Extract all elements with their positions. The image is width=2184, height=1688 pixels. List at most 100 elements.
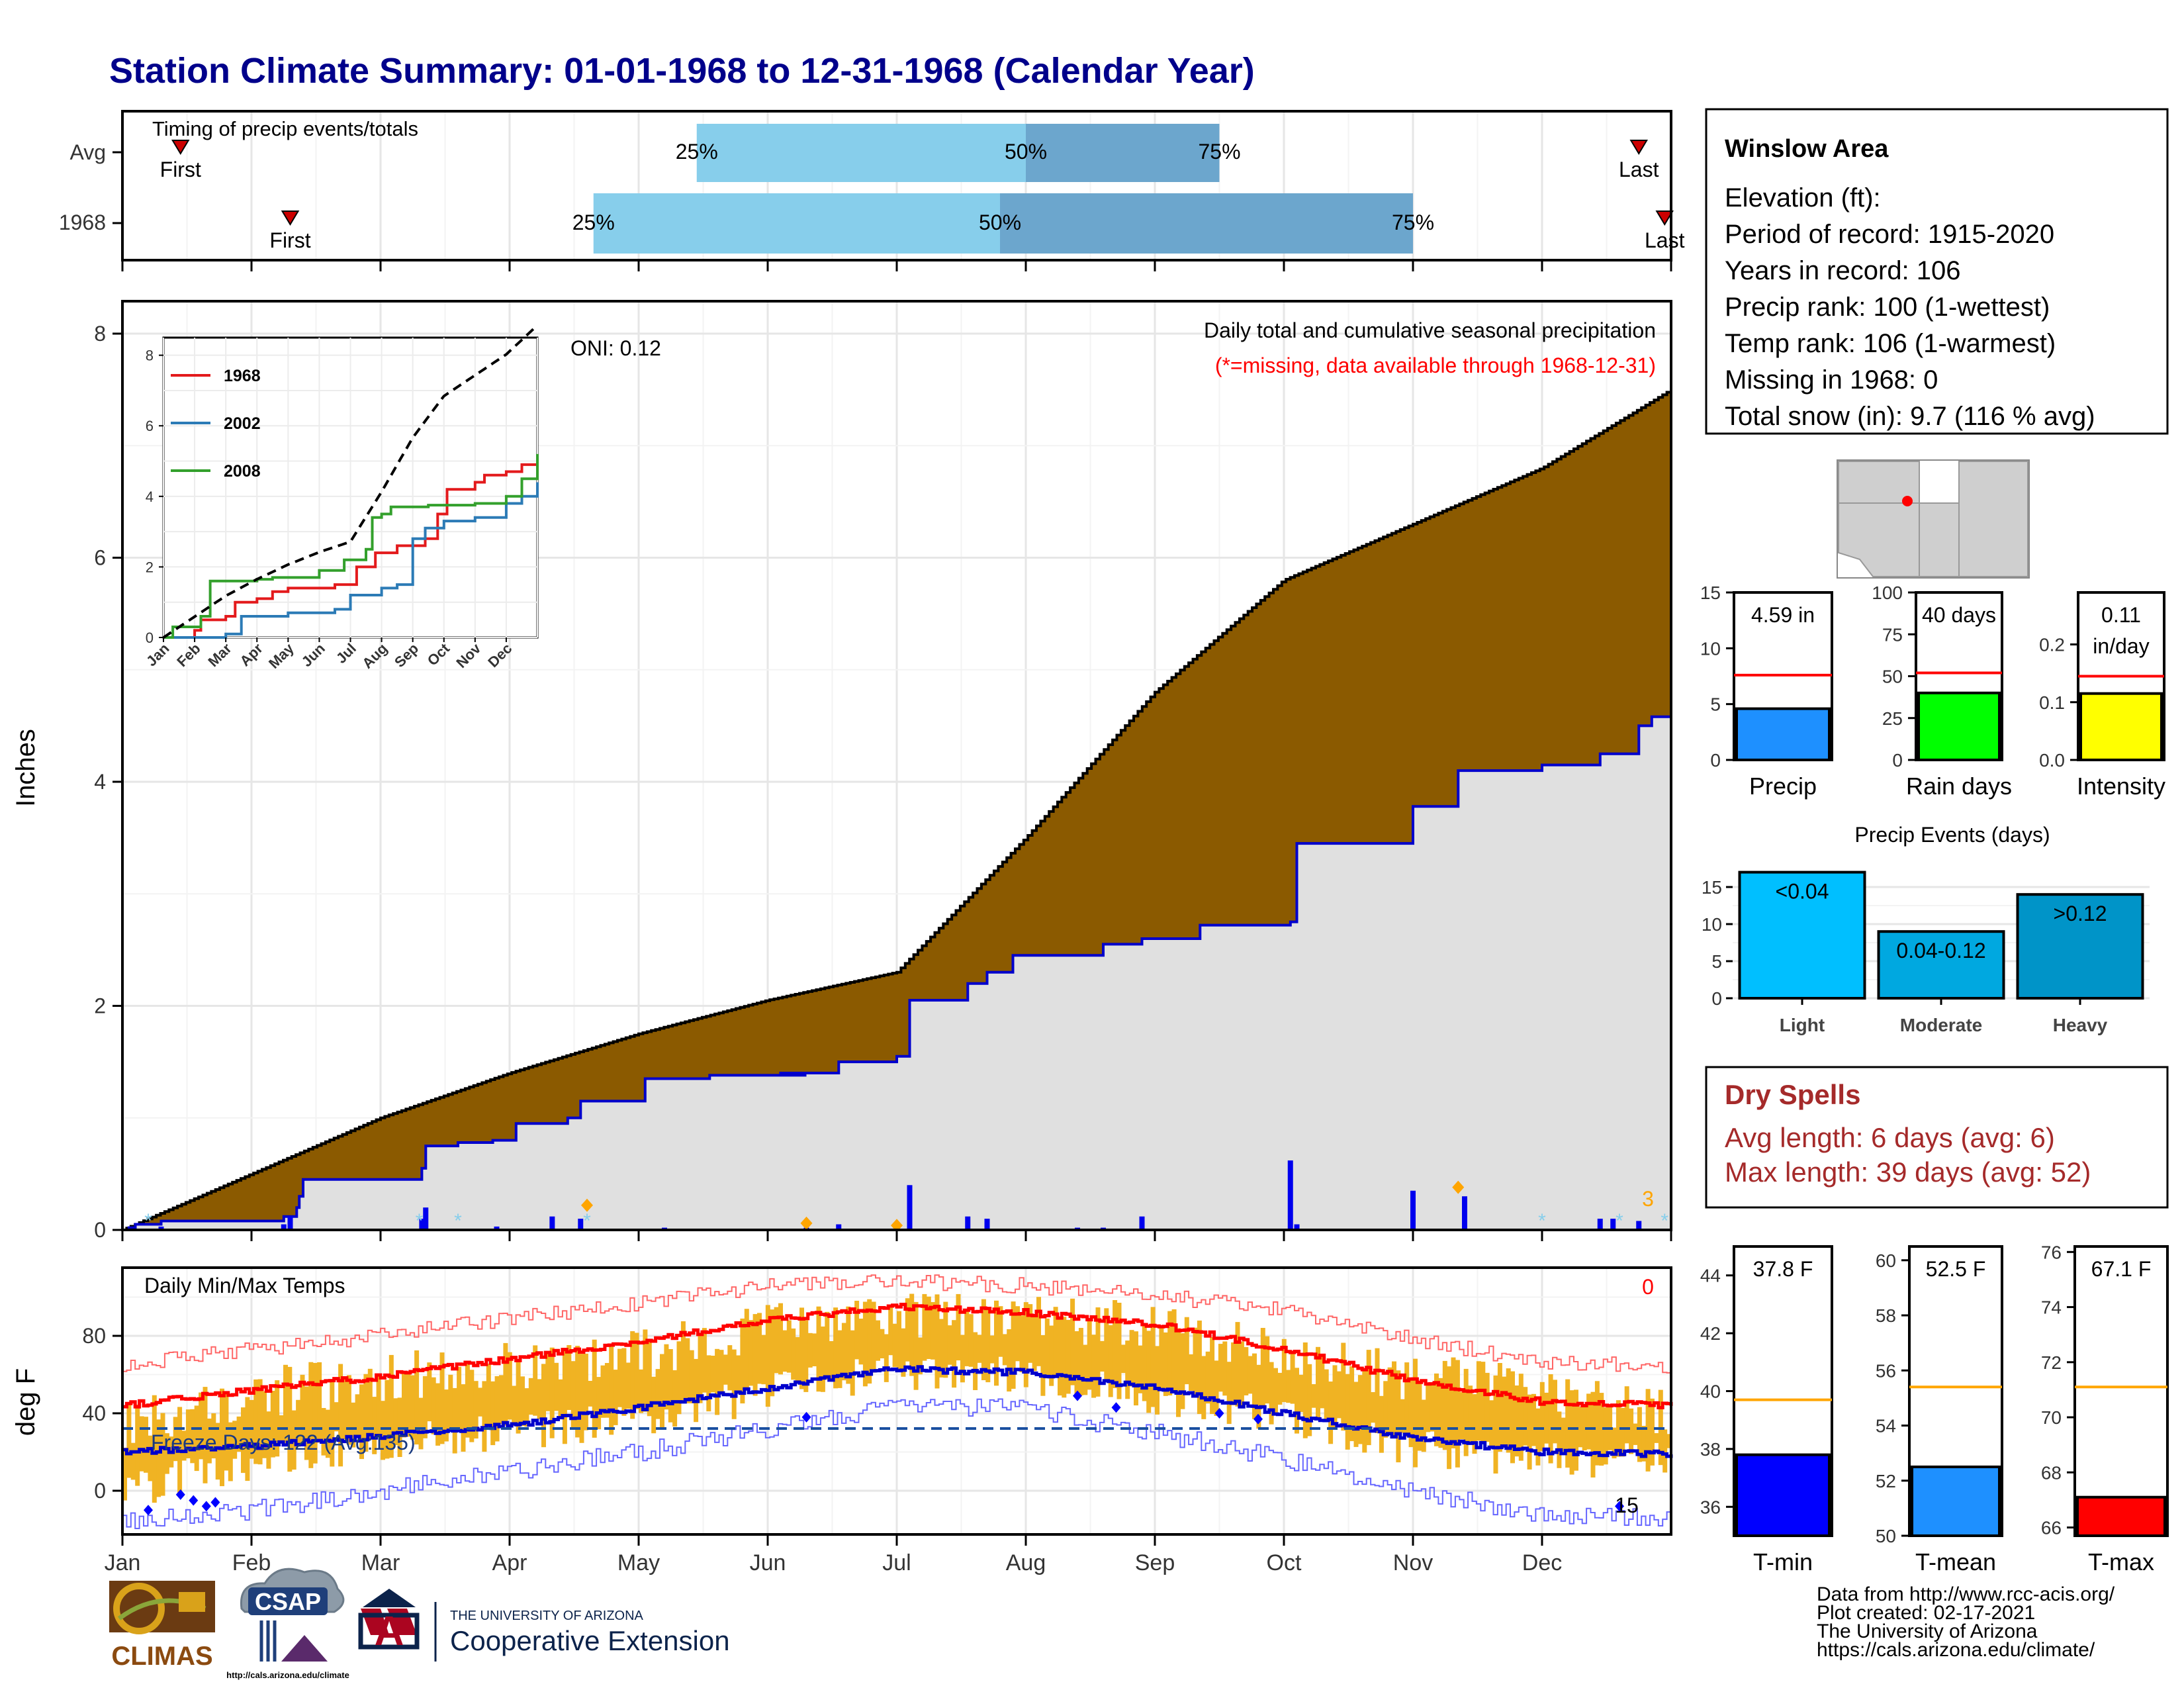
daily-temp-bar [698,1336,703,1403]
daily-temp-bar [363,1374,369,1452]
daily-temp-bar [130,1442,136,1480]
daily-temp-bar [1484,1372,1490,1442]
daily-temp-bar [1328,1382,1334,1444]
daily-temp-bar [304,1386,309,1460]
snow-marker: * [1615,1210,1623,1232]
daily-temp-bar [1120,1344,1126,1374]
first-event-label: First [269,228,310,252]
daily-temp-bar [634,1333,639,1409]
daily-temp-bar [367,1368,373,1440]
missing-count: 3 [1642,1187,1654,1211]
daily-temp-bar [1548,1374,1553,1464]
mini-ytick-label: 0.2 [2039,635,2065,655]
daily-temp-bar [1036,1297,1041,1366]
locator-map [1837,459,2030,579]
temp-ylabel: deg F [11,1368,40,1436]
credit-line: Plot created: 02-17-2021 [1817,1602,2035,1624]
daily-temp-bar [1138,1345,1143,1393]
daily-temp-bar [609,1346,614,1435]
station-name: Winslow Area [1725,135,1889,163]
daily-temp-bar [312,1362,318,1464]
month-label: Oct [1267,1550,1302,1575]
daily-temp-bar [355,1394,360,1438]
daily-temp-bar [1150,1307,1156,1407]
daily-temp-bar [325,1409,330,1458]
daily-temp-bar [203,1387,208,1483]
last-event-marker [1629,140,1649,155]
daily-temp-bar [1116,1303,1122,1399]
daily-temp-bar [833,1307,839,1389]
pct-75-label: 75% [1392,211,1434,234]
daily-temp-bar [1612,1427,1617,1459]
daily-temp-bar [736,1355,741,1393]
daily-temp-bar [1307,1364,1312,1436]
daily-temp-bar [1459,1391,1465,1440]
daily-temp-bar [625,1362,631,1409]
station-line: Elevation (ft): [1725,183,1881,212]
daily-temp-bar [985,1309,991,1383]
daily-precip-bar [1610,1219,1616,1230]
mini-xlabel: Rain days [1906,773,2012,800]
daily-temp-bar [334,1402,339,1432]
daily-temp-bar [478,1387,482,1417]
daily-temp-bar [1341,1342,1346,1431]
daily-temp-bar [253,1379,259,1464]
avg-max-line [122,1303,1673,1409]
daily-temp-bar [715,1348,720,1415]
daily-temp-bar [1113,1300,1118,1388]
mini-chart-precip: 4.59 in 0 5 10 15 Precip [1700,583,1833,800]
daily-temp-bar [994,1300,999,1386]
timing-row-label-avg: Avg [69,140,106,164]
daily-temp-bar [1426,1384,1431,1432]
daily-temp-bar [909,1293,915,1376]
first-event-marker [171,140,190,155]
ua-letter: A [375,1609,404,1654]
daily-temp-bar [1226,1362,1232,1425]
daily-temp-bar [1430,1384,1435,1432]
daily-temp-bar [1146,1331,1152,1413]
event-category-label: Moderate [1900,1015,1982,1035]
daily-temp-bar [330,1380,335,1467]
record-low-marker [1615,1501,1624,1512]
daily-temp-bar [473,1381,478,1439]
daily-temp-bar [1535,1408,1541,1466]
daily-temp-bar [1366,1350,1371,1446]
daily-temp-bar [512,1385,517,1427]
daily-temp-bar [524,1388,529,1427]
daily-temp-bar [905,1298,910,1362]
daily-temp-bar [757,1313,762,1384]
ua-small-text: THE UNIVERSITY OF ARIZONA [450,1609,644,1623]
mini-ytick-label: 100 [1872,583,1903,603]
mini-ytick-label: 50 [1882,667,1903,687]
daily-temp-bar [723,1354,728,1385]
daily-temp-bar [1349,1366,1355,1442]
daily-temp-bar [533,1345,538,1416]
daily-temp-bar [393,1398,398,1446]
daily-temp-bar [494,1376,500,1442]
daily-temp-bar [1193,1327,1198,1396]
extreme-precip-marker [1452,1180,1465,1194]
mini-chart-t-min: 37.8 F 36 38 40 42 44 T-min [1700,1245,1833,1575]
daily-precip-bar [984,1219,990,1230]
daily-temp-bar [376,1376,381,1436]
daily-temp-bar [981,1299,986,1380]
daily-precip-bar [1636,1221,1642,1230]
daily-temp-bar [461,1384,466,1452]
pct-25-label: 25% [676,140,718,164]
daily-temp-bar [1451,1357,1456,1448]
daily-temp-bar [1463,1368,1469,1456]
daily-temp-bar [1599,1393,1604,1466]
daily-temp-bar [232,1421,238,1459]
precip-panel: * * * * * * * Daily total and cumulative seaso… [11,300,1672,1242]
daily-temp-bar [858,1319,864,1365]
daily-temp-bar [668,1349,673,1423]
record-low-marker [144,1505,153,1516]
daily-temp-bar [664,1344,669,1410]
mini-ytick-label: 68 [2041,1462,2062,1483]
daily-temp-bar [1434,1373,1439,1446]
daily-temp-bar [1392,1361,1396,1436]
snow-marker: * [144,1210,152,1232]
last-event-label: Last [1645,228,1685,252]
daily-temp-bar [1222,1341,1228,1396]
daily-temp-bar [588,1381,593,1407]
